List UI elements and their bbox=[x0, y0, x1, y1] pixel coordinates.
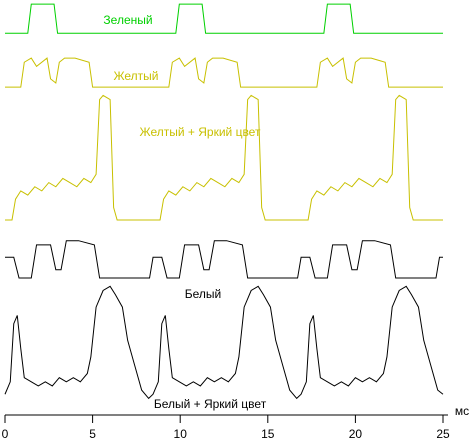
series-label: Желтый + Яркий цвет bbox=[140, 125, 261, 139]
x-tick-label: 10 bbox=[174, 427, 188, 441]
x-tick-label: 15 bbox=[261, 427, 275, 441]
x-tick-label: 25 bbox=[436, 427, 450, 441]
x-tick-label: 20 bbox=[349, 427, 363, 441]
series-line bbox=[5, 94, 443, 221]
series-line bbox=[4, 285, 444, 400]
series-line bbox=[5, 57, 443, 88]
series-label: Белый + Яркий цвет bbox=[154, 397, 267, 411]
series-line bbox=[5, 240, 443, 279]
x-axis-label: мс bbox=[455, 404, 469, 418]
series-line bbox=[5, 3, 443, 34]
series-label: Желтый bbox=[113, 69, 158, 83]
x-tick-label: 0 bbox=[2, 427, 9, 441]
series-label: Белый bbox=[185, 287, 221, 301]
series-label: Зеленый bbox=[103, 13, 152, 27]
x-tick-label: 5 bbox=[89, 427, 96, 441]
